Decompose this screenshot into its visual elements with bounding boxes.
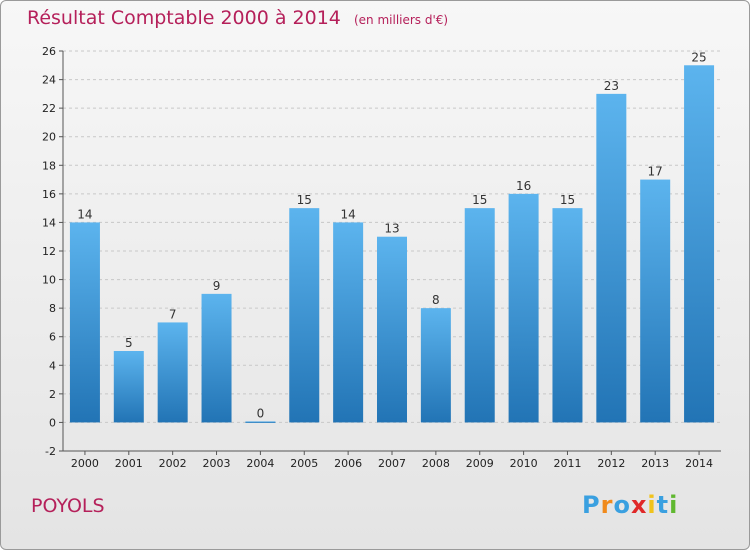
- value-label: 13: [384, 222, 399, 236]
- x-tick-label: 2000: [71, 457, 99, 470]
- proxiti-logo: Proxiti: [582, 491, 678, 519]
- bar-2009: [464, 208, 495, 423]
- x-tick-label: 2004: [246, 457, 274, 470]
- bar-2006: [333, 222, 364, 423]
- x-tick-label: 2002: [159, 457, 187, 470]
- value-label: 23: [604, 79, 619, 93]
- logo-letter: x: [630, 491, 648, 519]
- x-tick-label: 2014: [685, 457, 713, 470]
- y-tick-label: 18: [42, 159, 56, 172]
- bar-2011: [552, 208, 583, 423]
- bar-2004: [245, 421, 276, 423]
- bar-2003: [201, 293, 232, 423]
- y-tick-label: 4: [49, 359, 56, 372]
- value-label: 14: [340, 207, 355, 221]
- x-tick-label: 2010: [510, 457, 538, 470]
- bar-2013: [640, 179, 671, 423]
- y-tick-label: 0: [49, 416, 56, 429]
- logo-letter: t: [656, 491, 670, 519]
- bar-2014: [684, 65, 715, 423]
- y-tick-label: 24: [42, 74, 56, 87]
- y-tick-label: 6: [49, 331, 56, 344]
- value-label: 15: [297, 193, 312, 207]
- value-label: 15: [472, 193, 487, 207]
- x-tick-label: 2001: [115, 457, 143, 470]
- x-tick-label: 2008: [422, 457, 450, 470]
- value-label: 0: [257, 406, 265, 420]
- logo-letter: i: [669, 491, 679, 519]
- bar-2010: [508, 193, 539, 423]
- x-tick-label: 2011: [553, 457, 581, 470]
- value-label: 5: [125, 336, 133, 350]
- bar-2001: [113, 351, 144, 423]
- title-block: Résultat Comptable 2000 à 2014 (en milli…: [27, 7, 448, 29]
- bar-2000: [69, 222, 100, 423]
- logo-letter: r: [600, 491, 614, 519]
- x-tick-label: 2013: [641, 457, 669, 470]
- value-label: 17: [648, 165, 663, 179]
- value-label: 15: [560, 193, 575, 207]
- value-labels: 14 5 7 9 0 15 14 13 8 15 16 15 23 17 25: [77, 50, 706, 420]
- y-tick-label: 10: [42, 274, 56, 287]
- x-axis: 2000 2001 2002 2003 2004 2005 2006 2007 2008 2009…: [63, 450, 721, 470]
- y-tick-label: 26: [42, 45, 56, 58]
- place-name: POYOLS: [31, 495, 105, 517]
- bar-2012: [596, 93, 627, 423]
- bar-2005: [289, 208, 320, 423]
- value-label: 16: [516, 179, 531, 193]
- y-tick-label: -2: [45, 445, 56, 458]
- logo-letter: P: [582, 491, 601, 519]
- y-tick-label: 12: [42, 245, 56, 258]
- value-label: 9: [213, 279, 221, 293]
- value-label: 7: [169, 307, 177, 321]
- value-label: 8: [432, 293, 440, 307]
- value-label: 25: [691, 50, 706, 64]
- y-tick-label: 22: [42, 102, 56, 115]
- y-tick-label: 8: [49, 302, 56, 315]
- chart-subtitle: (en milliers d'€): [353, 13, 449, 27]
- bar-2007: [377, 236, 407, 423]
- logo-letter: i: [647, 491, 657, 519]
- x-tick-label: 2012: [597, 457, 625, 470]
- x-tick-label: 2007: [378, 457, 406, 470]
- bar-2002: [157, 322, 188, 423]
- x-tick-label: 2009: [466, 457, 494, 470]
- x-tick-label: 2005: [290, 457, 318, 470]
- bars: [69, 65, 715, 423]
- y-tick-label: 2: [49, 388, 56, 401]
- y-tick-label: 16: [42, 188, 56, 201]
- x-tick-label: 2003: [203, 457, 231, 470]
- bar-2008: [420, 308, 451, 423]
- y-tick-label: 14: [42, 216, 56, 229]
- y-tick-label: 20: [42, 131, 56, 144]
- x-tick-label: 2006: [334, 457, 362, 470]
- value-label: 14: [77, 207, 92, 221]
- chart-title: Résultat Comptable 2000 à 2014: [27, 7, 341, 29]
- logo-letter: o: [613, 491, 631, 519]
